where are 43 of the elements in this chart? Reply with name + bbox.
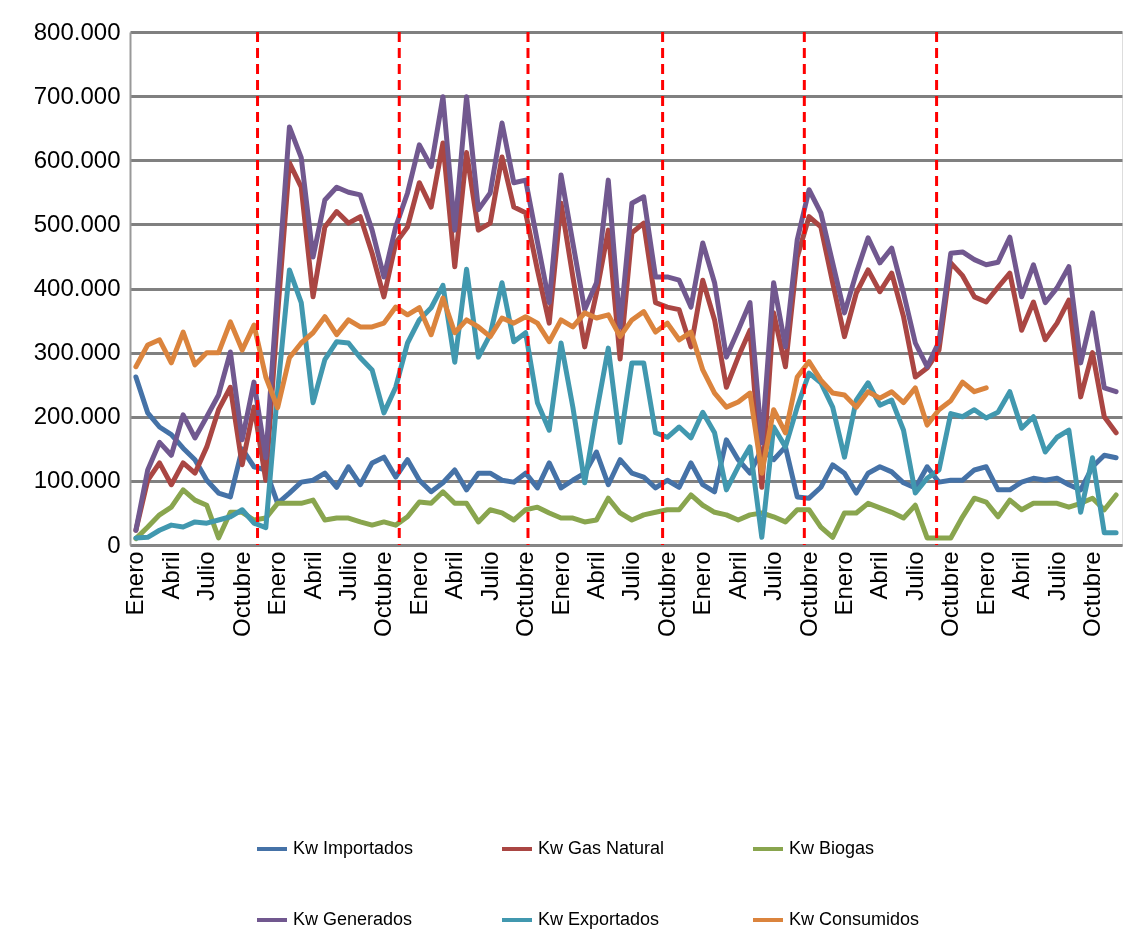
x-tick-label: Abril [581,551,609,600]
y-tick-label: 100.000 [33,466,121,494]
x-tick-label: Abril [298,551,326,600]
x-tick-label: Julio [759,551,787,601]
x-tick-label: Enero [829,551,857,616]
x-tick-label: Julio [475,551,503,601]
x-tick-label: Enero [404,551,432,616]
x-tick-label: Octubre [1077,551,1105,637]
y-tick-label: 300.000 [33,338,121,366]
x-tick-label: Enero [688,551,716,616]
x-tick-label: Octubre [511,551,539,637]
y-tick-label: 400.000 [33,274,121,301]
legend-label: Kw Generados [293,909,413,929]
x-tick-label: Abril [865,551,893,600]
legend-label: Kw Biogas [789,838,875,858]
y-tick-label: 500.000 [33,209,121,237]
x-tick-label: Octubre [369,551,397,637]
legend-label: Kw Importados [293,838,414,858]
y-tick-label: 600.000 [33,145,121,173]
x-tick-label: Enero [263,551,291,616]
x-tick-label: Abril [1007,551,1035,600]
x-tick-label: Octubre [227,551,255,637]
x-tick-label: Enero [971,551,999,616]
legend-label: Kw Gas Natural [538,838,665,858]
legend-label: Kw Exportados [538,909,660,929]
x-tick-label: Enero [546,551,574,616]
x-tick-label: Octubre [652,551,680,637]
x-tick-label: Julio [192,551,220,601]
x-tick-label: Abril [723,551,751,600]
y-tick-label: 800.000 [33,17,121,45]
y-tick-label: 200.000 [33,402,121,430]
x-tick-label: Enero [121,551,149,616]
x-tick-label: Octubre [936,551,964,637]
x-tick-label: Abril [440,551,468,600]
x-tick-label: Julio [617,551,645,601]
y-tick-label: 0 [107,530,121,558]
x-tick-label: Octubre [794,551,822,637]
x-tick-label: Julio [900,551,928,601]
y-tick-label: 700.000 [33,81,121,109]
legend-label: Kw Consumidos [789,909,920,929]
x-tick-label: Julio [333,551,361,601]
x-tick-label: Abril [156,551,184,600]
x-tick-label: Julio [1042,551,1070,601]
